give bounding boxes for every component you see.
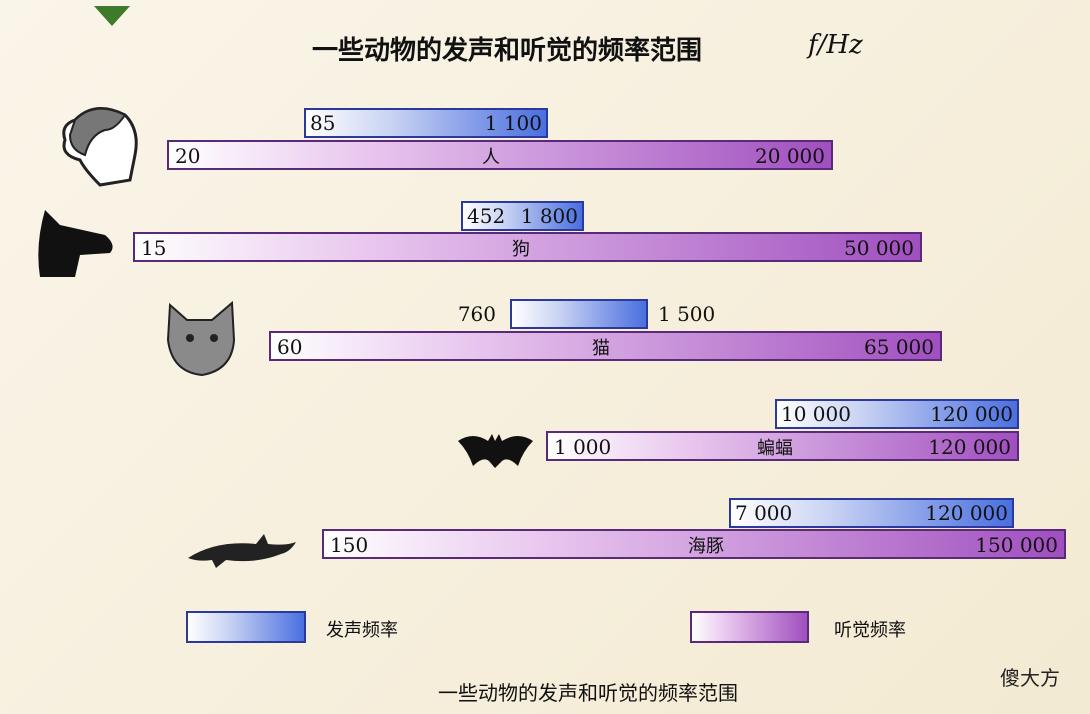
hearing-high-label: 65 000 — [864, 335, 934, 359]
hearing-high-label: 20 000 — [755, 144, 825, 168]
hearing-high-label: 150 000 — [975, 533, 1058, 557]
hearing-bar — [167, 140, 833, 170]
legend-voice-label: 发声频率 — [326, 620, 398, 641]
voice-bar — [775, 399, 1019, 429]
animal-name: 猫 — [592, 338, 610, 359]
hearing-low-label: 150 — [330, 533, 369, 557]
cat-icon — [166, 300, 236, 377]
hearing-bar — [269, 331, 942, 361]
voice-low-label: 10 000 — [781, 402, 851, 426]
hearing-low-label: 15 — [141, 236, 167, 260]
legend-hearing-swatch — [690, 611, 809, 643]
voice-high-label: 1 500 — [658, 302, 716, 326]
animal-name: 蝙蝠 — [757, 438, 793, 459]
caption: 一些动物的发声和听觉的频率范围 — [438, 681, 738, 705]
voice-high-label: 120 000 — [930, 402, 1013, 426]
dog-icon — [38, 210, 113, 277]
hearing-low-label: 20 — [175, 144, 201, 168]
hearing-bar — [546, 431, 1019, 461]
hearing-high-label: 120 000 — [928, 435, 1011, 459]
hearing-low-label: 60 — [277, 335, 303, 359]
unit-text: f/Hz — [808, 30, 863, 60]
title: 一些动物的发声和听觉的频率范围 — [312, 36, 703, 66]
legend-hearing-label: 听觉频率 — [834, 620, 906, 641]
watermark: 傻大方 — [1000, 666, 1060, 690]
voice-bar — [729, 498, 1014, 528]
hearing-bar — [322, 529, 1066, 559]
animal-name: 海豚 — [688, 536, 724, 557]
voice-low-label: 760 — [457, 302, 496, 326]
voice-bar — [304, 108, 548, 138]
voice-low-label: 452 — [467, 204, 506, 228]
hearing-low-label: 1 000 — [554, 435, 612, 459]
animal-name: 人 — [482, 147, 500, 168]
dolphin-icon — [188, 534, 296, 568]
voice-bar — [461, 201, 584, 231]
voice-high-label: 1 800 — [520, 204, 578, 228]
bat-icon — [458, 434, 533, 468]
voice-low-label: 85 — [310, 111, 336, 135]
voice-bar — [510, 299, 648, 329]
corner-mark — [94, 6, 130, 26]
unit: f/Hz — [808, 30, 863, 60]
animal-name: 狗 — [512, 239, 530, 260]
voice-high-label: 120 000 — [925, 501, 1008, 525]
voice-high-label: 1 100 — [484, 111, 542, 135]
voice-low-label: 7 000 — [735, 501, 793, 525]
legend-voice-swatch — [186, 611, 306, 643]
human-icon — [62, 107, 138, 187]
hearing-bar — [133, 232, 922, 262]
hearing-high-label: 50 000 — [844, 236, 914, 260]
